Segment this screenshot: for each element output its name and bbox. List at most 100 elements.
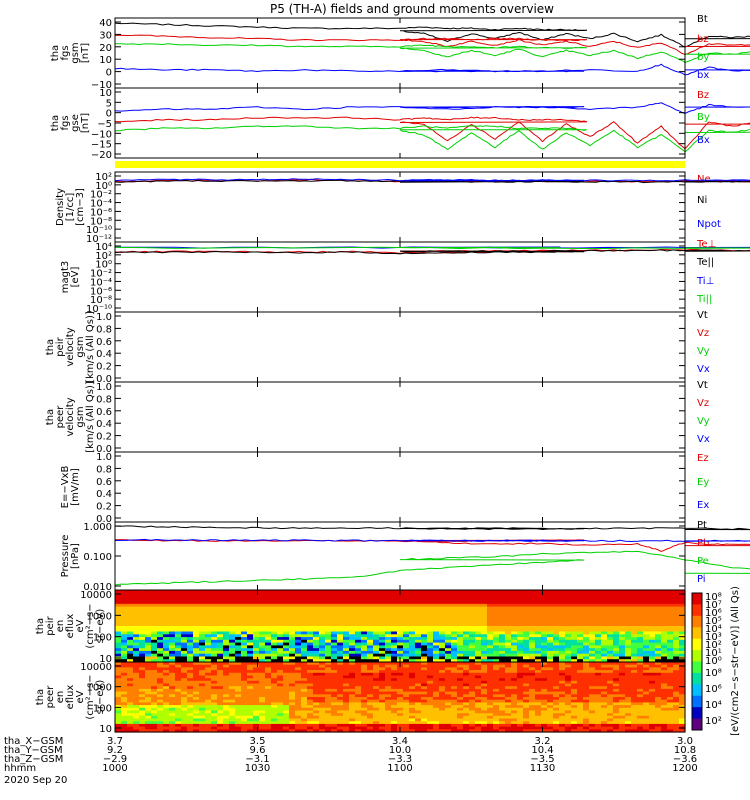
spectrogram-cell	[271, 662, 278, 666]
spectrogram-cell	[631, 628, 638, 633]
spectrogram-cell	[445, 713, 452, 717]
spectrogram-cell	[367, 601, 374, 605]
spectrogram-cell	[679, 590, 686, 594]
spectrogram-cell	[505, 617, 512, 622]
spectrogram-cell	[367, 699, 374, 703]
spectrogram-cell	[235, 691, 242, 695]
spectrogram-cell	[601, 648, 608, 652]
spectrogram-cell	[331, 612, 338, 616]
spectrogram-cell	[331, 617, 338, 622]
spectrogram-cell	[349, 667, 356, 671]
spectrogram-cell	[349, 609, 356, 613]
spectrogram-cell	[487, 691, 494, 695]
spectrogram-cell	[211, 645, 218, 649]
ylabel-line: tha	[50, 45, 61, 61]
spectrogram-cell	[541, 626, 548, 630]
spectrogram-cell	[457, 590, 464, 594]
spectrogram-cell	[157, 694, 164, 698]
spectrogram-cell	[295, 675, 302, 679]
spectrogram-cell	[337, 634, 344, 638]
spectrogram-cell	[589, 707, 596, 712]
spectrogram-cell	[673, 590, 680, 594]
spectrogram-cell	[565, 623, 572, 627]
spectrogram-cell	[445, 726, 452, 730]
spectrogram-cell	[547, 626, 554, 630]
spectrogram-cell	[289, 721, 296, 725]
spectrogram-cell	[499, 609, 506, 613]
spectrogram-cell	[325, 683, 332, 687]
spectrogram-cell	[559, 628, 566, 633]
spectrogram-cell	[241, 694, 248, 698]
spectrogram-cell	[607, 675, 614, 679]
spectrogram-cell	[655, 626, 662, 630]
spectrogram-cell	[127, 670, 134, 674]
spectrogram-cell	[181, 612, 188, 616]
spectrogram-cell	[223, 721, 230, 725]
spectrogram-cell	[355, 659, 362, 663]
spectrogram-cell	[547, 628, 554, 633]
spectrogram-cell	[157, 683, 164, 687]
spectrogram-cell	[367, 697, 374, 701]
spectrogram-cell	[403, 715, 410, 720]
spectrogram-cell	[325, 595, 332, 599]
spectrogram-cell	[487, 653, 494, 658]
spectrogram-cell	[409, 667, 416, 671]
spectrogram-cell	[181, 623, 188, 627]
spectrogram-cell	[505, 723, 512, 728]
spectrogram-cell	[361, 628, 368, 633]
spectrogram-cell	[481, 656, 488, 660]
spectrogram-cell	[601, 672, 608, 677]
spectrogram-cell	[151, 603, 158, 608]
spectrogram-cell	[427, 601, 434, 605]
spectrogram-cell	[331, 726, 338, 730]
spectrogram-cell	[217, 606, 224, 610]
spectrogram-cell	[157, 702, 164, 706]
spectrogram-cell	[535, 595, 542, 599]
spectrogram-cell	[499, 726, 506, 730]
spectrogram-cell	[253, 612, 260, 616]
spectrogram-cell	[505, 726, 512, 730]
spectrogram-cell	[277, 702, 284, 706]
spectrogram-cell	[223, 662, 230, 666]
legend-label-1-0: Bz	[697, 90, 709, 101]
spectrogram-cell	[421, 723, 428, 728]
spectrogram-cell	[457, 634, 464, 638]
spectrogram-cell	[343, 626, 350, 630]
spectrogram-cell	[199, 723, 206, 728]
spectrogram-cell	[439, 723, 446, 728]
spectrogram-cell	[463, 606, 470, 610]
spectrogram-cell	[667, 601, 674, 605]
spectrogram-cell	[223, 672, 230, 677]
spectrogram-cell	[175, 721, 182, 725]
spectrogram-cell	[619, 650, 626, 655]
spectrogram-cell	[499, 713, 506, 717]
spectrogram-cell	[649, 653, 656, 658]
spectrogram-cell	[499, 662, 506, 666]
spectrogram-cell	[259, 606, 266, 610]
spectrogram-cell	[643, 592, 650, 597]
spectrogram-cell	[379, 612, 386, 616]
spectrogram-cell	[421, 623, 428, 627]
spectrogram-cell	[241, 718, 248, 722]
spectrogram-cell	[607, 634, 614, 638]
spectrogram-cell	[613, 697, 620, 701]
spectrogram-cell	[313, 595, 320, 599]
spectrogram-cell	[649, 656, 656, 660]
spectrogram-cell	[595, 721, 602, 725]
spectrogram-cell	[421, 592, 428, 597]
spectrogram-cell	[295, 672, 302, 677]
spectrogram-cell	[559, 691, 566, 695]
spectrogram-cell	[163, 713, 170, 717]
spectrogram-cell	[145, 623, 152, 627]
spectrogram-cell	[463, 664, 470, 668]
spectrogram-cell	[463, 721, 470, 725]
spectrogram-cell	[121, 614, 128, 619]
spectrogram-cell	[607, 672, 614, 677]
spectrogram-cell	[523, 603, 530, 608]
spectrogram-cell	[451, 653, 458, 658]
spectrogram-cell	[265, 598, 272, 602]
spectrogram-cell	[127, 637, 134, 641]
spectrogram-cell	[343, 680, 350, 685]
spectrogram-cell	[535, 683, 542, 687]
spectrogram-cell	[319, 691, 326, 695]
